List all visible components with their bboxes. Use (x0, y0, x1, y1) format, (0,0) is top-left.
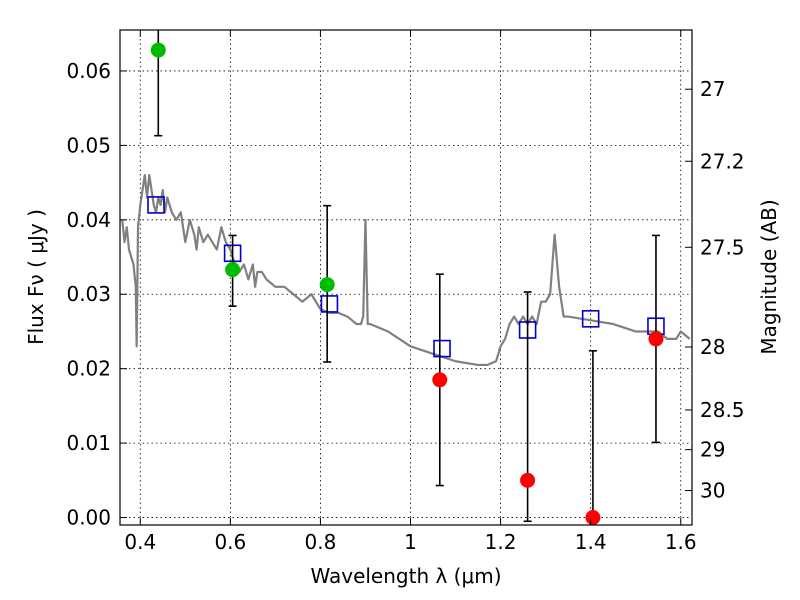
ticks: 0.4 0.6 0.8 1 1.2 1.4 1.6 0.00 0.01 0.02 0.03 0.04 0… (66, 30, 745, 554)
y-tick-label: 0.03 (66, 282, 111, 306)
y2-tick-label: 28.5 (700, 398, 745, 422)
y-tick-label: 0.05 (66, 133, 111, 157)
y-tick-label: 0.02 (66, 357, 111, 381)
x-tick-label: 0.8 (305, 530, 337, 554)
y-tick-label: 0.06 (66, 59, 111, 83)
plot-content (121, 30, 691, 525)
data-point (648, 331, 664, 347)
plot-area (121, 30, 691, 525)
y2-tick-label: 27 (700, 77, 725, 101)
y2-tick-label: 29 (700, 438, 725, 462)
x-tick-label: 0.4 (124, 530, 156, 554)
y2-tick-label: 27.2 (700, 149, 745, 173)
x-axis-label: Wavelength λ (μm) (310, 564, 501, 588)
model-square (147, 196, 165, 214)
model-square (433, 339, 451, 358)
data-point (225, 262, 241, 278)
data-point (520, 472, 536, 488)
y2-tick-label: 27.5 (700, 235, 745, 259)
y-tick-label: 0.00 (66, 506, 111, 530)
x-tick-label: 1.6 (665, 530, 697, 554)
model-square (320, 295, 339, 313)
x-tick-label: 0.6 (214, 530, 246, 554)
x-tick-label: 1.4 (575, 530, 607, 554)
x-tick-label: 1.2 (485, 530, 517, 554)
spectrum-line (121, 174, 691, 367)
data-point (585, 510, 601, 525)
model-square (581, 310, 600, 328)
y2-tick-label: 28 (700, 335, 725, 359)
y-tick-label: 0.04 (66, 208, 111, 232)
y-axis-label: Flux Fν ( μJy ) (24, 209, 48, 345)
y-tick-label: 0.01 (66, 431, 111, 455)
axes-frame (119, 29, 693, 526)
grid (120, 30, 692, 525)
data-point (150, 42, 166, 58)
x-tick-label: 1 (404, 530, 417, 554)
y2-axis-label: Magnitude (AB) (757, 199, 781, 354)
y2-tick-label: 30 (700, 479, 725, 503)
data-point (319, 277, 335, 293)
data-point (432, 372, 448, 388)
